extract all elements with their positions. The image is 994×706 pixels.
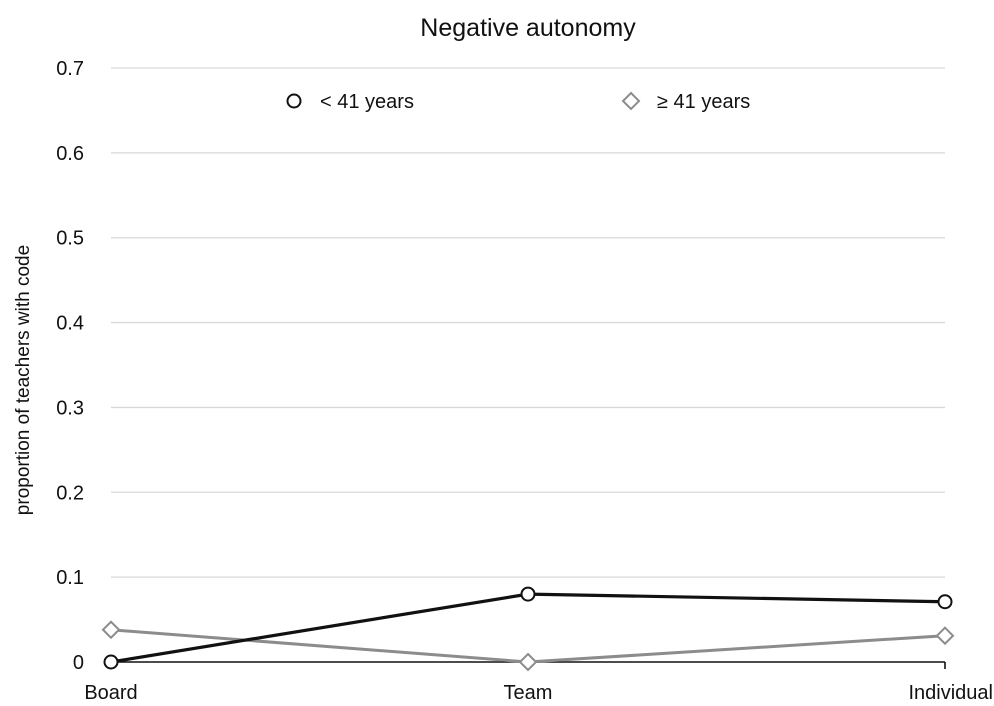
x-tick-label: Team <box>504 682 553 704</box>
y-tick-label: 0.1 <box>56 567 84 589</box>
data-point <box>101 620 121 640</box>
y-tick-label: 0.3 <box>56 397 84 419</box>
data-point <box>103 654 119 670</box>
series-line <box>110 592 946 664</box>
data-point <box>518 652 538 672</box>
x-tick-label: Individual <box>908 682 993 704</box>
chart-title: Negative autonomy <box>420 14 636 42</box>
legend-label: < 41 years <box>320 91 414 113</box>
legend-item: < 41 years <box>286 91 414 113</box>
legend-label: ≥ 41 years <box>657 91 750 113</box>
x-tick-labels: Board Team Individual <box>84 682 993 704</box>
x-tick-label: Board <box>84 682 137 704</box>
data-point <box>621 91 641 111</box>
series-lines <box>101 586 955 672</box>
gridlines <box>111 67 945 578</box>
legend: < 41 years ≥ 41 years <box>286 91 750 113</box>
y-tick-labels: 0 0.1 0.2 0.3 0.4 0.5 0.6 0.7 <box>56 58 84 674</box>
y-axis-label: proportion of teachers with code <box>13 245 34 515</box>
data-point <box>520 586 536 602</box>
legend-item: ≥ 41 years <box>621 91 750 113</box>
data-point <box>286 93 302 109</box>
y-tick-label: 0.5 <box>56 228 84 250</box>
y-tick-label: 0.7 <box>56 58 84 80</box>
y-tick-label: 0.2 <box>56 482 84 504</box>
y-tick-label: 0.6 <box>56 143 84 165</box>
y-tick-label: 0 <box>73 652 84 674</box>
y-tick-label: 0.4 <box>56 313 84 335</box>
data-point <box>935 626 955 646</box>
data-point <box>937 594 953 610</box>
